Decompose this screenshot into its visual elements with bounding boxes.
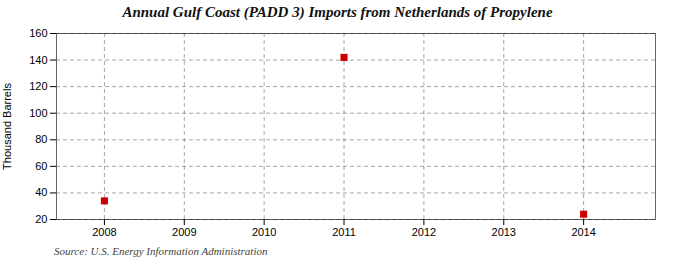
svg-text:60: 60 (35, 160, 47, 172)
svg-text:2009: 2009 (172, 226, 196, 238)
svg-text:40: 40 (35, 186, 47, 198)
svg-text:100: 100 (29, 107, 47, 119)
svg-text:80: 80 (35, 133, 47, 145)
svg-text:2010: 2010 (252, 226, 276, 238)
html-text:Source: U.S. Energy Informatio: Source: U.S. Energy Information Administ… (54, 245, 268, 257)
svg-text:160: 160 (29, 27, 47, 39)
html-text:Annual Gulf Coast (PADD 3) Imp: Annual Gulf Coast (PADD 3) Imports from … (122, 4, 553, 20)
svg-text:2011: 2011 (332, 226, 356, 238)
svg-text:2012: 2012 (412, 226, 436, 238)
svg-text:20: 20 (35, 213, 47, 225)
svg-text:140: 140 (29, 54, 47, 66)
svg-text:2013: 2013 (492, 226, 516, 238)
svg-text:Thousand Barrels: Thousand Barrels (1, 83, 13, 170)
svg-text:2014: 2014 (571, 226, 595, 238)
svg-text:120: 120 (29, 80, 47, 92)
svg-text:2008: 2008 (92, 226, 116, 238)
